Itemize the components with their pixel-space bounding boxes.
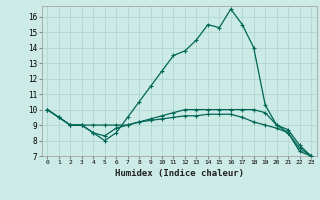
X-axis label: Humidex (Indice chaleur): Humidex (Indice chaleur) — [115, 169, 244, 178]
